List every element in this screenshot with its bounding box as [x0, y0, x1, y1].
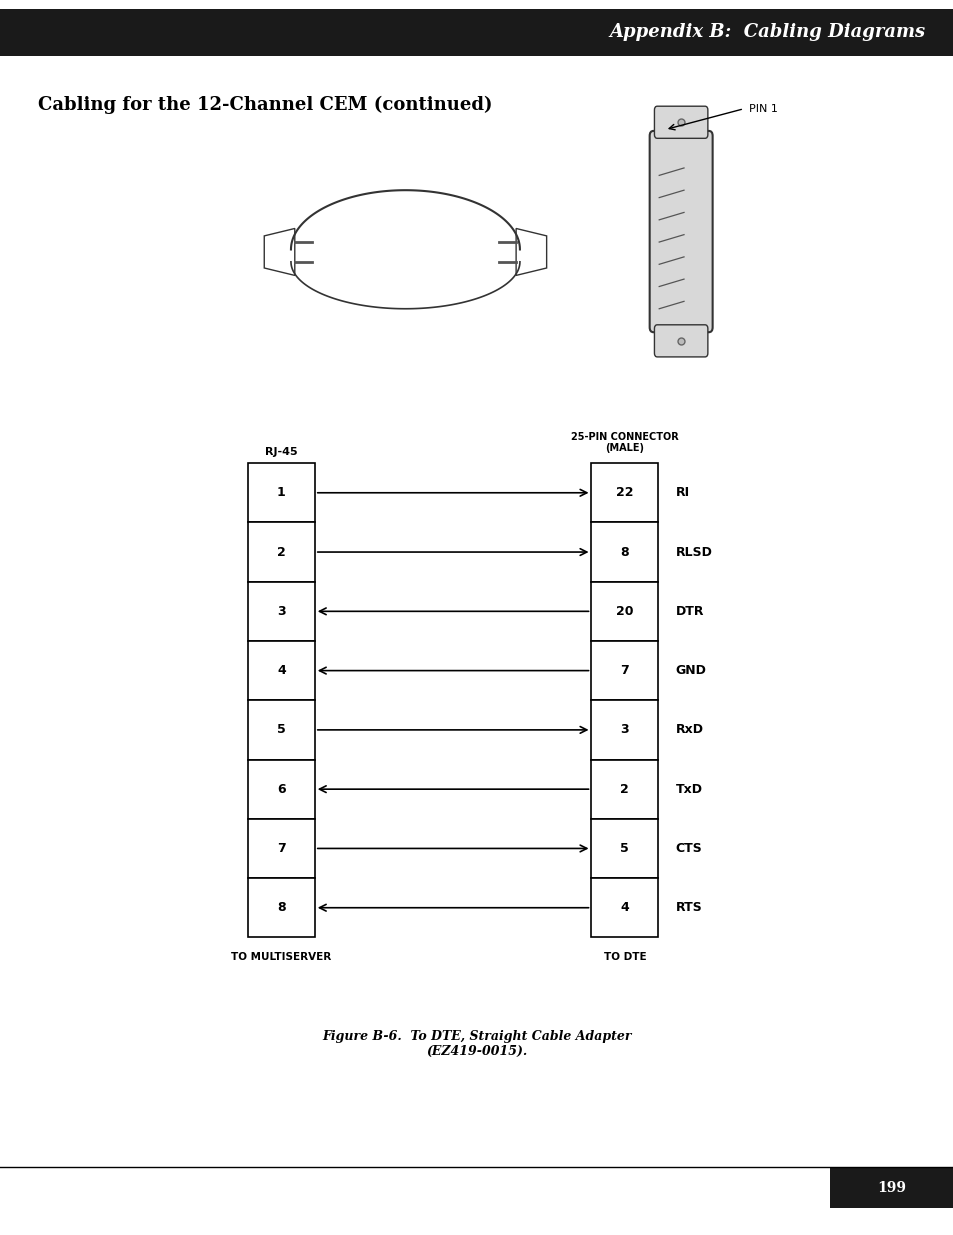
Text: 1: 1: [276, 487, 286, 499]
FancyBboxPatch shape: [649, 131, 712, 332]
FancyBboxPatch shape: [654, 106, 707, 138]
Text: TO MULTISERVER: TO MULTISERVER: [231, 952, 332, 962]
Text: PIN 1: PIN 1: [748, 104, 777, 114]
Text: 7: 7: [619, 664, 629, 677]
Text: 20: 20: [616, 605, 633, 618]
Bar: [591, 819, 658, 878]
Text: Cabling for the 12-Channel CEM (continued): Cabling for the 12-Channel CEM (continue…: [38, 96, 492, 114]
Bar: [248, 582, 314, 641]
Bar: [248, 878, 314, 937]
Bar: [248, 700, 314, 760]
Text: 2: 2: [276, 546, 286, 558]
Bar: [591, 522, 658, 582]
Bar: [591, 641, 658, 700]
Text: RLSD: RLSD: [675, 546, 712, 558]
Text: CTS: CTS: [675, 842, 701, 855]
Bar: [591, 463, 658, 522]
Text: TO DTE: TO DTE: [603, 952, 645, 962]
Bar: [591, 582, 658, 641]
Text: RJ-45: RJ-45: [265, 447, 297, 457]
Text: 8: 8: [619, 546, 629, 558]
Text: 199: 199: [877, 1181, 905, 1195]
Text: 3: 3: [276, 605, 286, 618]
FancyBboxPatch shape: [0, 9, 953, 56]
Text: 5: 5: [619, 842, 629, 855]
FancyBboxPatch shape: [829, 1168, 953, 1208]
Text: 4: 4: [619, 902, 629, 914]
Text: DTR: DTR: [675, 605, 703, 618]
Text: 5: 5: [276, 724, 286, 736]
Bar: [591, 700, 658, 760]
Bar: [248, 819, 314, 878]
Text: Appendix B:  Cabling Diagrams: Appendix B: Cabling Diagrams: [609, 23, 924, 41]
FancyBboxPatch shape: [654, 325, 707, 357]
Text: 4: 4: [276, 664, 286, 677]
Bar: [248, 522, 314, 582]
Text: 2: 2: [619, 783, 629, 795]
Bar: [591, 878, 658, 937]
Text: RxD: RxD: [675, 724, 702, 736]
Text: Figure B-6.  To DTE, Straight Cable Adapter
(EZ419-0015).: Figure B-6. To DTE, Straight Cable Adapt…: [322, 1030, 631, 1057]
Text: GND: GND: [675, 664, 705, 677]
Bar: [248, 641, 314, 700]
Text: 7: 7: [276, 842, 286, 855]
Bar: [248, 760, 314, 819]
Text: RTS: RTS: [675, 902, 701, 914]
Text: 22: 22: [616, 487, 633, 499]
Text: RI: RI: [675, 487, 689, 499]
Bar: [591, 760, 658, 819]
Text: TxD: TxD: [675, 783, 701, 795]
Text: 6: 6: [276, 783, 286, 795]
Text: 25-PIN CONNECTOR
(MALE): 25-PIN CONNECTOR (MALE): [571, 432, 678, 453]
Bar: [248, 463, 314, 522]
Text: 8: 8: [276, 902, 286, 914]
Text: 3: 3: [619, 724, 629, 736]
